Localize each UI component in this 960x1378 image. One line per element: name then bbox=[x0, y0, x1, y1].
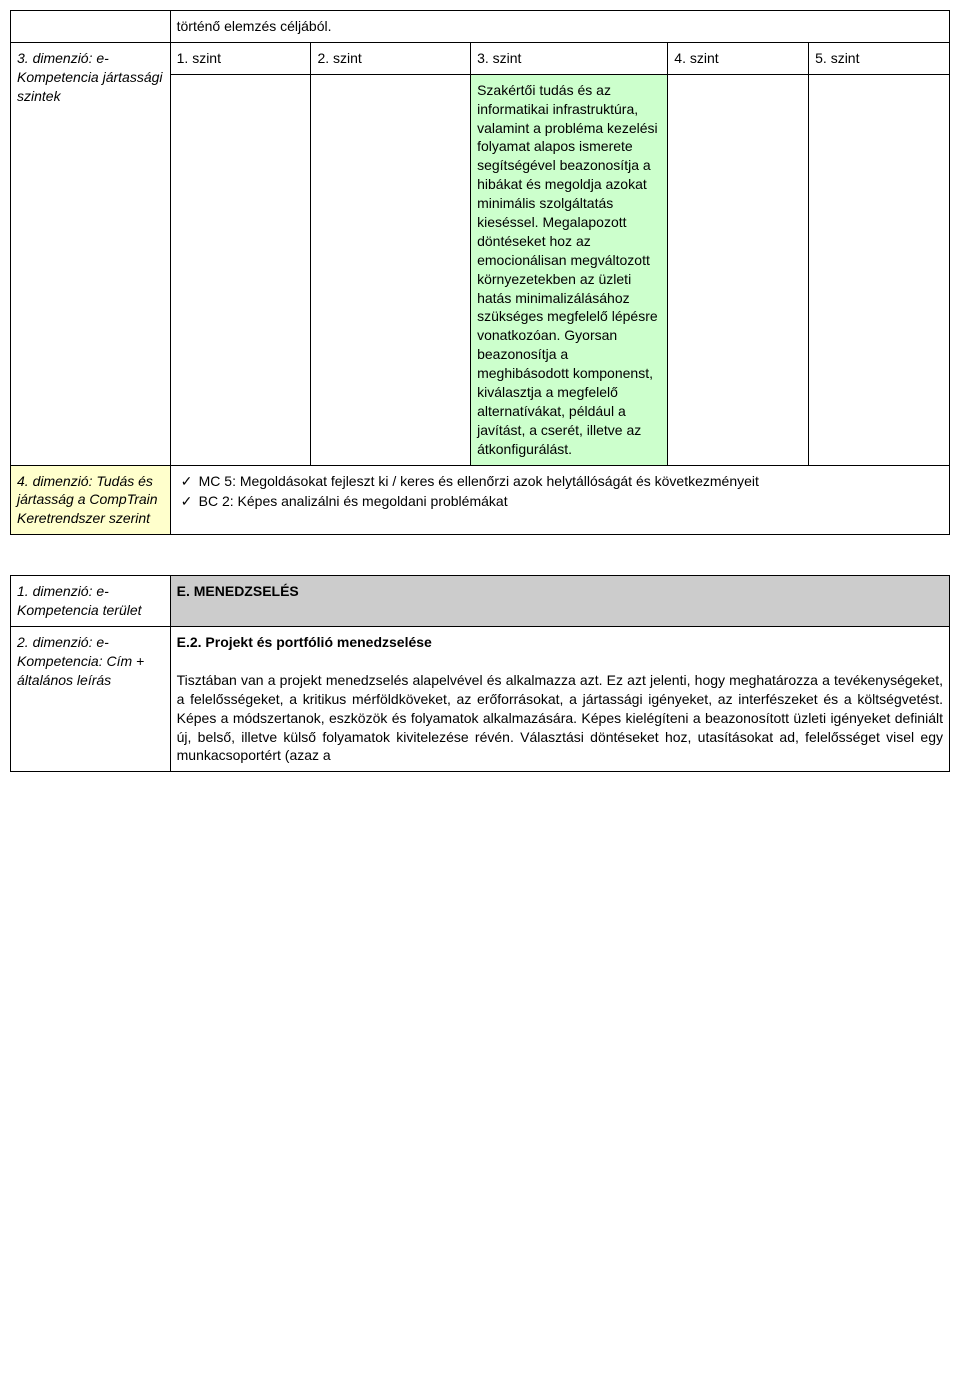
desc-cell-2 bbox=[311, 74, 471, 465]
checklist-item: BC 2: Képes analizálni és megoldani prob… bbox=[199, 492, 943, 511]
level-cell-2: 2. szint bbox=[311, 42, 471, 74]
competency-table-1: történő elemzés céljából. 3. dimenzió: e… bbox=[10, 10, 950, 535]
level-cell-4: 4. szint bbox=[668, 42, 809, 74]
level-cell-3: 3. szint bbox=[471, 42, 668, 74]
table-row: történő elemzés céljából. bbox=[11, 11, 950, 43]
competency-table-2: 1. dimenzió: e-Kompetencia terület E. ME… bbox=[10, 575, 950, 772]
heading-cell: E. MENEDZSELÉS bbox=[170, 576, 949, 627]
spacer bbox=[10, 535, 950, 575]
table-row: 1. dimenzió: e-Kompetencia terület E. ME… bbox=[11, 576, 950, 627]
checklist-item: MC 5: Megoldásokat fejleszt ki / keres é… bbox=[199, 472, 943, 491]
table-row: 4. dimenzió: Tudás és jártasság a CompTr… bbox=[11, 465, 950, 535]
row-label-dim4: 4. dimenzió: Tudás és jártasság a CompTr… bbox=[11, 465, 171, 535]
desc-cell-4 bbox=[668, 74, 809, 465]
checklist: MC 5: Megoldásokat fejleszt ki / keres é… bbox=[177, 472, 943, 512]
row-label-dim2: 2. dimenzió: e-Kompetencia: Cím + általá… bbox=[11, 627, 171, 772]
section-body: Tisztában van a projekt menedzselés alap… bbox=[177, 672, 943, 764]
row-label-dim1: 1. dimenzió: e-Kompetencia terület bbox=[11, 576, 171, 627]
table-row: 2. dimenzió: e-Kompetencia: Cím + általá… bbox=[11, 627, 950, 772]
level-cell-1: 1. szint bbox=[170, 42, 311, 74]
desc-cell-1 bbox=[170, 74, 311, 465]
row-label-dim3: 3. dimenzió: e-Kompetencia jártassági sz… bbox=[11, 42, 171, 465]
desc-cell-5 bbox=[809, 74, 950, 465]
body-cell: E.2. Projekt és portfólió menedzselése T… bbox=[170, 627, 949, 772]
checklist-cell: MC 5: Megoldásokat fejleszt ki / keres é… bbox=[170, 465, 949, 535]
section-title: E.2. Projekt és portfólió menedzselése bbox=[177, 633, 943, 652]
level-cell-5: 5. szint bbox=[809, 42, 950, 74]
cell-empty bbox=[11, 11, 171, 43]
desc-cell-3-highlight: Szakértői tudás és az informatikai infra… bbox=[471, 74, 668, 465]
table-row: 3. dimenzió: e-Kompetencia jártassági sz… bbox=[11, 42, 950, 74]
cell-content: történő elemzés céljából. bbox=[170, 11, 949, 43]
